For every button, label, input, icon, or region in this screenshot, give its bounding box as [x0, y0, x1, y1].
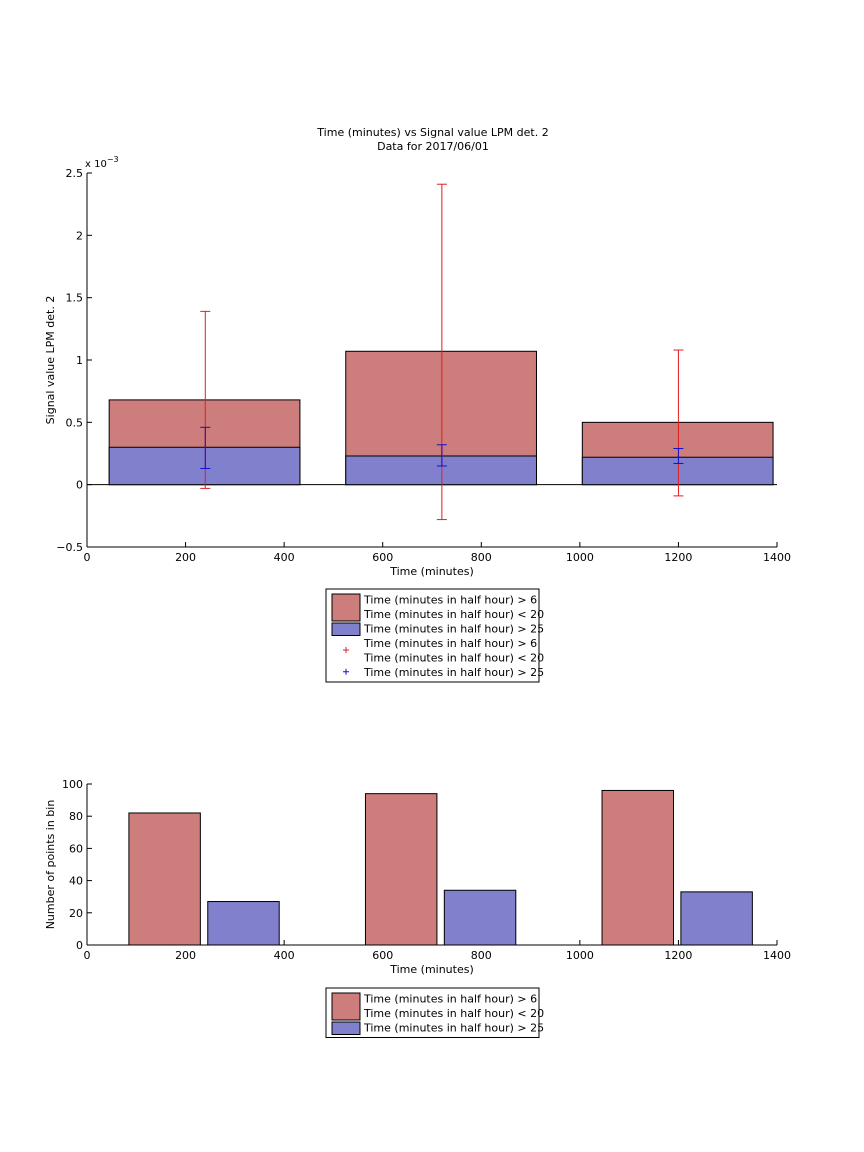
count-y-tick-label: 40: [69, 875, 83, 888]
count-bar-blue: [207, 901, 280, 946]
chart-title: Time (minutes) vs Signal value LPM det. …: [316, 126, 548, 139]
signal-y-tick-label: 1.5: [66, 292, 84, 305]
signal-y-tick-label: 2.5: [66, 167, 84, 180]
count-x-axis-label: Time (minutes): [389, 963, 474, 976]
signal-legend-label: Time (minutes in half hour) > 25: [363, 623, 544, 636]
signal-x-tick-label: 200: [175, 551, 196, 564]
count-bar-red: [601, 789, 674, 946]
signal-legend-swatch-blue: [331, 622, 361, 636]
count-legend-label: Time (minutes in half hour) > 6: [363, 993, 537, 1006]
count-y-axis-label: Number of points in bin: [44, 800, 57, 930]
signal-x-tick-label: 800: [471, 551, 492, 564]
signal-x-tick-label: 600: [372, 551, 393, 564]
count-y-tick-label: 100: [62, 778, 83, 791]
count-bar-blue: [680, 891, 753, 946]
count-bar-red: [128, 812, 201, 946]
signal-bar-blue: [581, 456, 774, 486]
count-x-tick-label: 0: [84, 949, 91, 962]
count-legend-label: Time (minutes in half hour) > 25: [363, 1022, 544, 1035]
count-y-tick-label: 60: [69, 842, 83, 855]
count-y-tick-label: 80: [69, 810, 83, 823]
count-y-tick-label: 20: [69, 907, 83, 920]
count-x-tick-label: 1400: [763, 949, 791, 962]
count-bar-blue: [443, 889, 517, 946]
count-x-tick-label: 1200: [664, 949, 692, 962]
signal-exponent-label: x 10−3: [85, 155, 119, 170]
count-x-tick-label: 600: [372, 949, 393, 962]
signal-x-tick-label: 0: [84, 551, 91, 564]
signal-legend-box: [325, 588, 540, 683]
signal-x-tick-label: 1000: [566, 551, 594, 564]
signal-legend-label: Time (minutes in half hour) > 6: [363, 594, 537, 607]
signal-legend-label: Time (minutes in half hour) > 6: [363, 637, 537, 650]
chart-subtitle: Data for 2017/06/01: [377, 140, 489, 153]
count-x-tick-label: 1000: [566, 949, 594, 962]
signal-plot: 0 200 400 600 800 1000 1200 1400−0.500.511.522.…: [44, 155, 791, 578]
signal-x-tick-label: 400: [274, 551, 295, 564]
count-y-tick-label: 0: [76, 939, 83, 952]
count-plot: 0 200 400 600 800 1000 1200 1400 0 20 40 60 80 100 Tim…: [44, 778, 791, 976]
count-legend-box: [325, 987, 540, 1038]
count-legend-swatch-red: [331, 992, 361, 1021]
signal-x-tick-label: 1200: [664, 551, 692, 564]
signal-bar-blue: [345, 455, 537, 486]
signal-x-tick-label: 1400: [763, 551, 791, 564]
signal-x-axis-label: Time (minutes): [389, 565, 474, 578]
signal-legend-label: Time (minutes in half hour) < 20: [363, 652, 544, 665]
signal-y-tick-label: 0: [76, 479, 83, 492]
signal-y-tick-label: −0.5: [56, 541, 83, 554]
signal-y-axis-label: Signal value LPM det. 2: [44, 296, 57, 425]
count-legend-label: Time (minutes in half hour) < 20: [363, 1007, 544, 1020]
signal-y-tick-label: 2: [76, 229, 83, 242]
signal-bar-blue: [108, 446, 301, 486]
count-x-tick-label: 400: [274, 949, 295, 962]
signal-y-tick-label: 0.5: [66, 416, 84, 429]
count-x-tick-label: 800: [471, 949, 492, 962]
signal-legend-label: Time (minutes in half hour) < 20: [363, 608, 544, 621]
signal-legend-swatch-red: [331, 593, 361, 622]
signal-legend-label: Time (minutes in half hour) > 25: [363, 666, 544, 679]
count-legend-swatch-blue: [331, 1021, 361, 1035]
count-bar-red: [364, 793, 438, 946]
count-x-tick-label: 200: [175, 949, 196, 962]
signal-y-tick-label: 1: [76, 354, 83, 367]
